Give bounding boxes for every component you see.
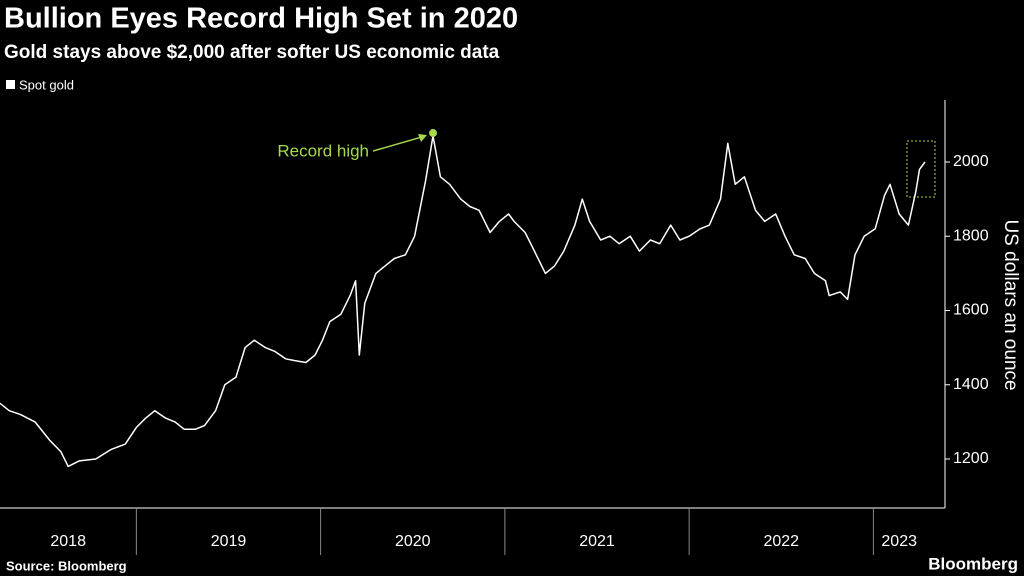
chart-title: Bullion Eyes Record High Set in 2020 [4,3,518,35]
annotation-label: Record high [277,142,369,161]
price-line [0,135,926,468]
legend-label: Spot gold [19,77,74,92]
x-tick-label: 2018 [50,533,86,550]
x-tick-label: 2022 [763,533,799,550]
legend-swatch [6,80,15,89]
y-tick-label: 2000 [953,153,989,170]
x-tick-label: 2023 [881,533,917,550]
highlight-box [906,140,936,198]
x-tick-label: 2021 [579,533,615,550]
x-tick-label: 2020 [395,533,431,550]
annotation-arrowhead [418,134,428,143]
source: Source: Bloomberg [6,558,127,573]
y-axis-label: US dollars an ounce [1000,219,1021,390]
y-tick-label: 1200 [953,450,989,467]
y-tick-label: 1600 [953,302,989,319]
y-tick-label: 1800 [953,227,989,244]
chart-subtitle: Gold stays above $2,000 after softer US … [4,42,500,63]
annotation-arrow [372,135,426,152]
x-tick-label: 2019 [211,533,247,550]
y-tick-label: 1400 [953,376,989,393]
brand: Bloomberg [928,554,1018,573]
annotation-point [429,129,438,138]
